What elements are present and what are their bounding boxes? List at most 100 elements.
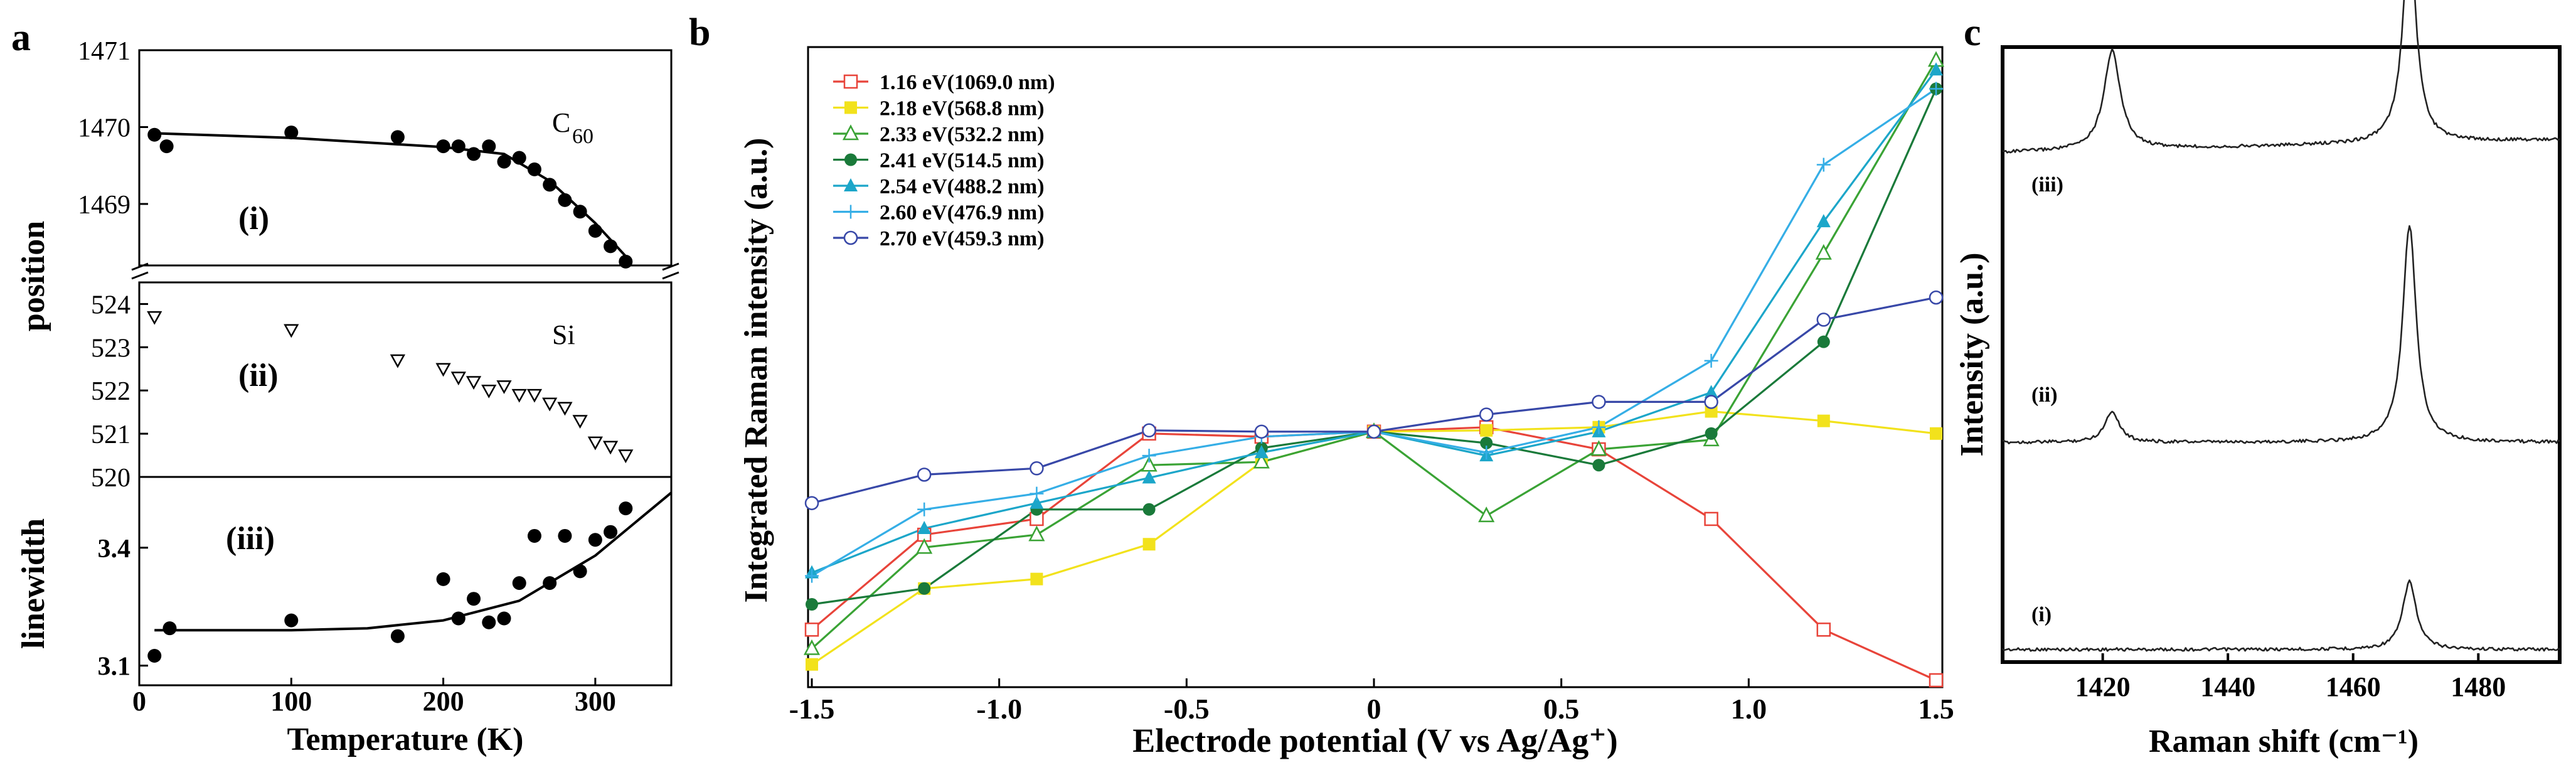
subplot-ii-point — [618, 449, 634, 464]
axis-break-left — [131, 262, 149, 280]
subplot-iii-point — [390, 629, 405, 643]
panel-b-data-point — [1817, 414, 1830, 427]
subplot-i-frame — [138, 49, 673, 267]
subplot-ii-point — [572, 415, 588, 429]
panel-c-trace-label: (iii) — [2031, 173, 2063, 196]
legend-entry-label: 1.16 eV(1069.0 nm) — [880, 71, 1055, 94]
subplot-iii-label: (iii) — [226, 521, 275, 557]
panel-b-data-point — [1592, 459, 1605, 472]
panel-c: 1420 1440 1460 1480 (i) (ii) (iii) Intensity (… — [1954, 0, 2562, 759]
subplot-iii-point — [512, 576, 526, 591]
panel-letter-c: c — [1964, 11, 1981, 54]
subplot-i-ytick-label: 1469 — [78, 191, 130, 220]
subplot-ii-point — [481, 384, 497, 398]
panel-b-data-point — [1592, 395, 1606, 409]
si-label: Si — [552, 319, 575, 350]
panel-b-data-point — [804, 623, 819, 637]
panel-b-data-point — [1816, 313, 1831, 327]
panel-b-data-point — [1142, 449, 1156, 463]
panel-c-xtick-label: 1480 — [2451, 671, 2506, 702]
panel-b-data-point — [1366, 424, 1381, 439]
panel-b-xtick-label: -0.5 — [1164, 693, 1210, 725]
subplot-ii-point — [390, 354, 406, 368]
legend-entry-label: 2.33 eV(532.2 nm) — [880, 123, 1045, 146]
subplot-iii-ylabel: linewidth — [16, 518, 51, 649]
panel-c-trace-i — [2002, 579, 2560, 652]
subplot-iii-frame — [138, 476, 673, 687]
panel-c-frame — [2001, 45, 2562, 664]
subplot-iii-point — [619, 501, 633, 516]
panel-a-xlabel: Temperature (K) — [287, 722, 524, 757]
panel-c-xtick-label: 1440 — [2200, 671, 2255, 702]
subplot-i-point — [451, 139, 466, 154]
subplot-iii-point — [497, 611, 511, 626]
subplot-ii-point — [466, 376, 482, 390]
subplot-iii-point — [588, 533, 602, 547]
panel-b-xtick-label: -1.5 — [789, 693, 835, 725]
subplot-i-point — [573, 205, 587, 219]
subplot-i-ylabel: position — [16, 221, 51, 331]
panel-b-data-point — [1030, 461, 1044, 476]
legend-marker — [844, 205, 858, 219]
subplot-i-point — [390, 130, 405, 144]
subplot-i-point — [619, 254, 633, 269]
panel-b-xtick-label: 0 — [1367, 693, 1381, 725]
subplot-i-point — [467, 147, 481, 161]
panel-b-data-point — [918, 582, 931, 595]
panel-a: 0 100 200 300 1469 1470 1471 (i) 520 521 522 523 524… — [16, 37, 679, 757]
panel-b-data-point — [805, 569, 819, 583]
panel-b-data-point — [1816, 158, 1831, 172]
subplot-ii-point — [511, 388, 527, 403]
c60-label: C — [552, 107, 570, 138]
subplot-ii-frame — [138, 281, 673, 478]
panel-b-data-point — [806, 658, 818, 671]
subplot-i-point — [436, 139, 450, 154]
subplot-ii-point — [496, 380, 512, 394]
panel-c-xtick-label: 1460 — [2326, 671, 2381, 702]
subplot-ii-point — [542, 397, 558, 412]
panel-letter-b: b — [689, 11, 710, 54]
panel-b-data-point — [1704, 353, 1718, 368]
panel-b-data-point — [916, 538, 933, 554]
subplot-i-point — [284, 126, 299, 140]
legend-marker — [844, 101, 857, 114]
panel-c-trace-label: (i) — [2031, 603, 2052, 626]
subplot-ii-label: (ii) — [238, 358, 279, 393]
panel-b-series-line — [811, 426, 1937, 682]
panel-b-xlabel: Electrode potential (V vs Ag/Ag⁺) — [1132, 722, 1617, 759]
legend-marker — [844, 153, 857, 166]
subplot-iii-point — [527, 528, 541, 543]
subplot-ii-point — [435, 363, 451, 377]
panel-b-data-point — [1030, 486, 1044, 501]
legend-marker — [842, 124, 860, 141]
panel-b: -1.5 -1.0 -0.5 0 0.5 1.0 1.5 1.16 eV(1069.0 nm)… — [738, 46, 1954, 759]
subplot-ii-ytick-label: 522 — [91, 377, 130, 406]
subplot-i-point — [604, 239, 618, 254]
panel-b-data-point — [1816, 214, 1831, 228]
panel-c-trace-label: (ii) — [2031, 383, 2058, 407]
panel-b-data-point — [1479, 407, 1494, 422]
panel-c-xtick-label: 1420 — [2075, 671, 2131, 702]
legend-entry-label: 2.70 eV(459.3 nm) — [880, 227, 1045, 250]
subplot-i-point — [159, 139, 174, 154]
panel-b-data-point — [1929, 290, 1944, 305]
subplot-iii-ytick-label: 3.4 — [98, 535, 131, 564]
subplot-ii-point — [602, 441, 619, 455]
subplot-ii-ytick-label: 524 — [91, 291, 130, 319]
panel-b-data-point — [1253, 452, 1270, 469]
subplot-iii-point — [467, 592, 481, 606]
subplot-i-point — [588, 223, 602, 238]
panel-b-data-point — [1480, 424, 1493, 437]
subplot-i-point — [497, 154, 511, 169]
subplot-iii-ytick-label: 3.1 — [98, 653, 131, 682]
panel-b-data-point — [1030, 572, 1043, 586]
panel-a-content: 0 100 200 300 1469 1470 1471 (i) 520 521 522 523 524… — [78, 37, 673, 717]
subplot-ii-ytick-label: 523 — [91, 334, 130, 363]
panel-b-data-point — [1815, 243, 1832, 260]
subplot-ii-point — [450, 372, 466, 386]
subplot-iii-point — [482, 615, 496, 629]
panel-b-data-point — [1254, 424, 1269, 439]
subplot-i-point — [512, 151, 526, 165]
panel-b-data-point — [1142, 503, 1156, 516]
legend-marker — [843, 230, 858, 245]
